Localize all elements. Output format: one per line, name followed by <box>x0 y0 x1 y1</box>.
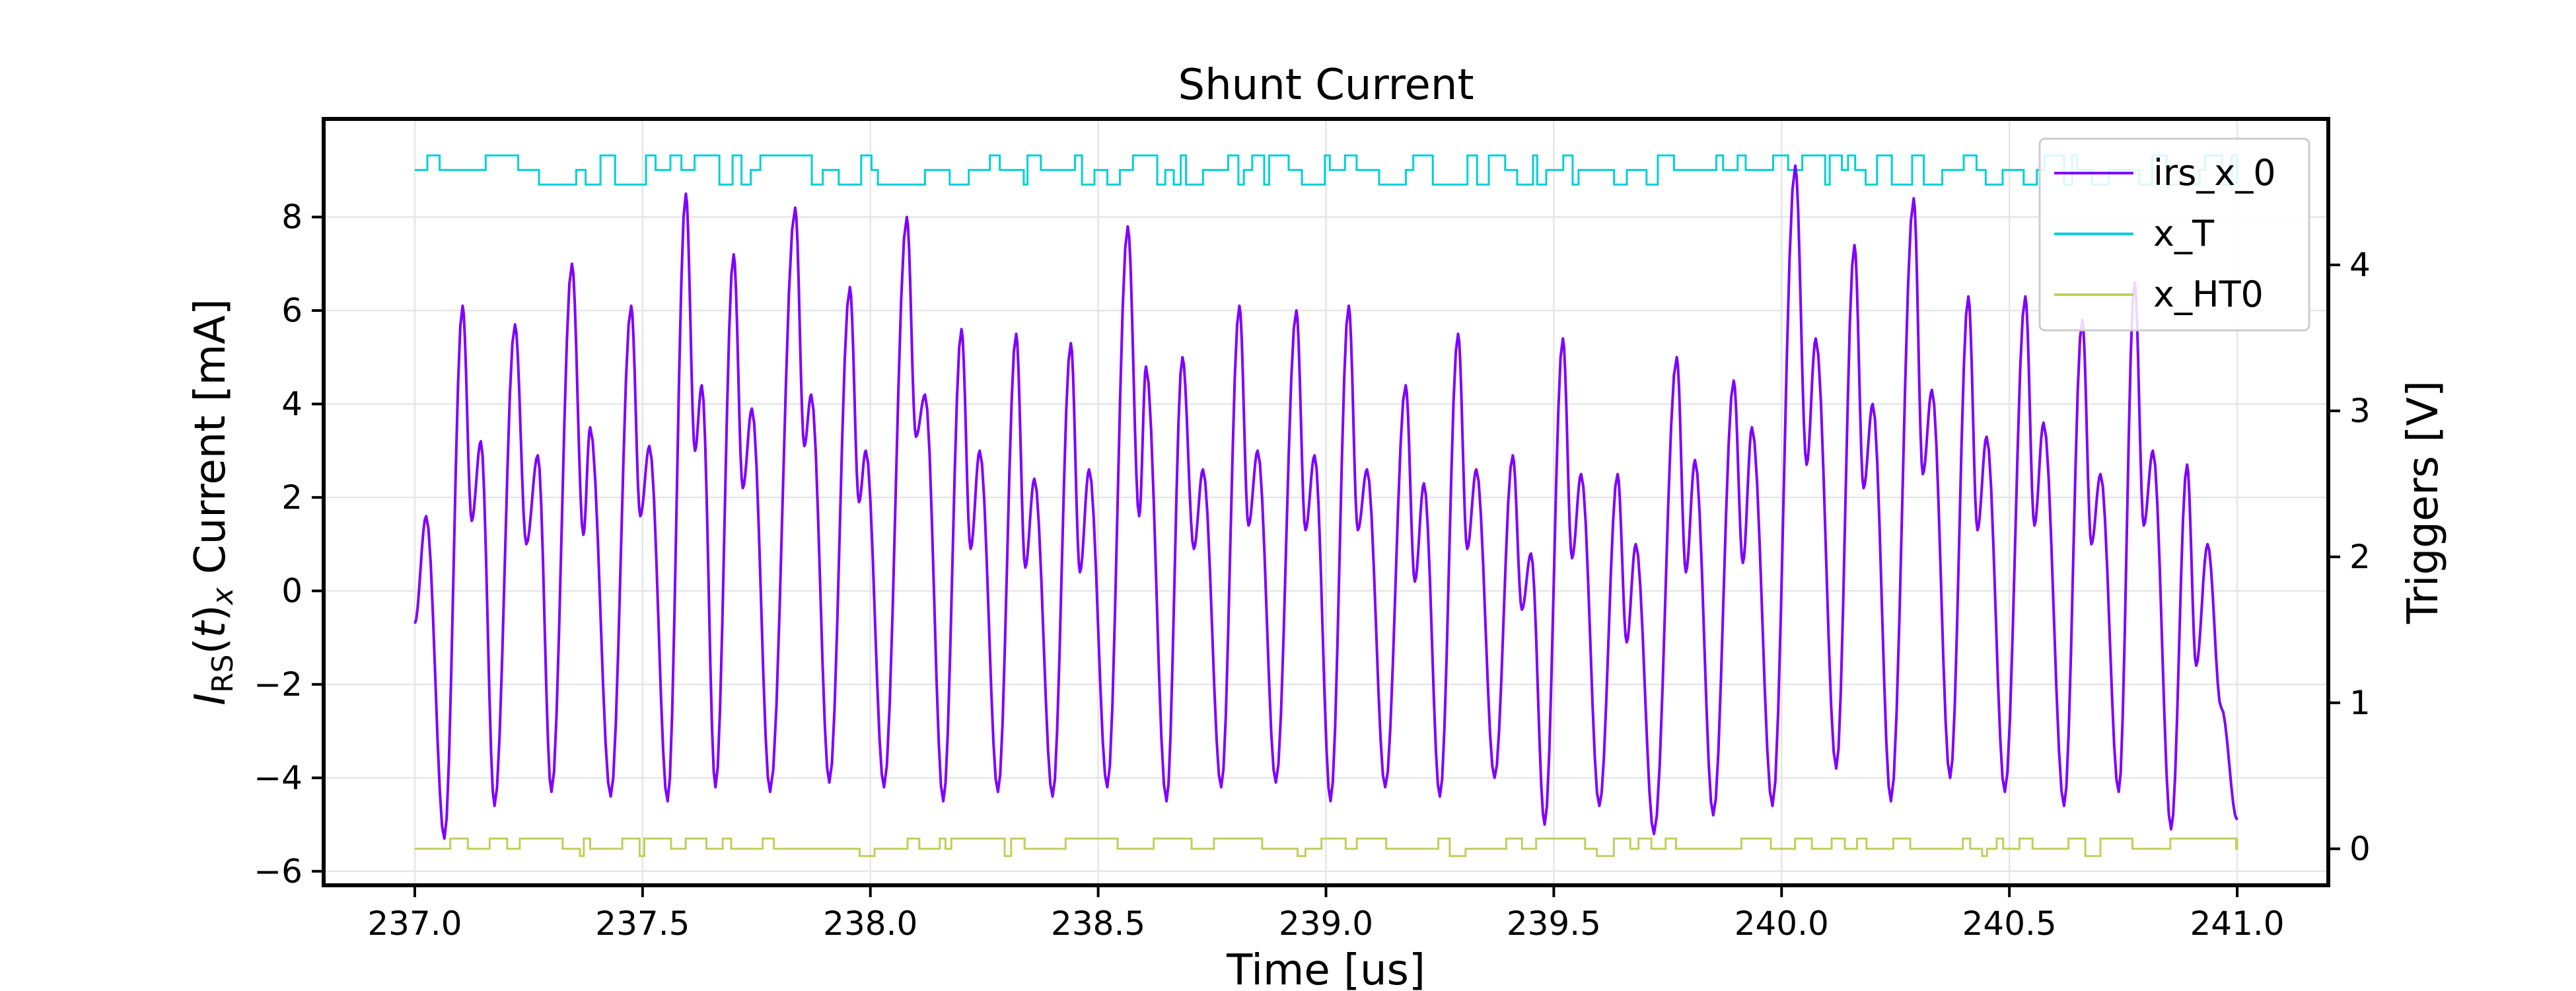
legend-label: x_T <box>2153 213 2215 254</box>
y-axis-title-subscript-x: x <box>206 587 240 606</box>
y2-axis-title: Triggers [V] <box>2399 381 2448 624</box>
y-tick-label: 0 <box>281 571 303 610</box>
y-axis-title-unit: Current [mA] <box>186 299 235 587</box>
grid <box>324 119 2328 885</box>
y2-axis-ticks: 0 1 2 3 4 <box>2328 246 2371 868</box>
y-tick-label: 2 <box>281 478 303 517</box>
x-tick-label: 237.0 <box>367 904 462 943</box>
current-series-layer <box>413 164 2238 840</box>
x-tick-label: 238.0 <box>823 904 917 943</box>
y-tick-label: −4 <box>254 758 303 797</box>
series-irs_x_0-line <box>413 164 2238 840</box>
legend: irs_x_0 x_T x_HT0 <box>2038 137 2310 332</box>
y-axis-title: IRS(t)x Current [mA] <box>186 299 240 706</box>
x-tick-label: 239.0 <box>1279 904 1373 943</box>
legend-items: irs_x_0 x_T x_HT0 <box>2054 152 2276 315</box>
x-axis-title: Time [us] <box>1226 946 1425 991</box>
y2-tick-label: 0 <box>2349 830 2371 868</box>
y2-tick-label: 2 <box>2349 538 2371 576</box>
x-tick-label: 237.5 <box>595 904 690 943</box>
legend-label: x_HT0 <box>2153 274 2264 315</box>
y-tick-label: 8 <box>281 198 303 237</box>
y2-tick-label: 4 <box>2349 246 2371 284</box>
legend-label: irs_x_0 <box>2153 152 2276 194</box>
y2-tick-label: 3 <box>2349 392 2371 430</box>
y-axis-title-variable: t <box>186 619 235 638</box>
x-tick-label: 239.5 <box>1507 904 1601 943</box>
series-x_T-line <box>415 154 2238 186</box>
x-tick-label: 241.0 <box>2190 904 2284 943</box>
y-tick-label: −6 <box>254 852 303 891</box>
series-x_HT0-line <box>415 837 2238 858</box>
y-axis-title-symbol: I <box>186 693 235 706</box>
y2-tick-label: 1 <box>2349 684 2371 722</box>
chart-title: Shunt Current <box>1178 61 1474 110</box>
y-tick-label: 4 <box>281 385 303 423</box>
x-axis-ticks: 237.0 237.5 238.0 238.5 239.0 239.5 240.0 240.5… <box>367 885 2285 943</box>
trigger-series-layer <box>415 154 2238 858</box>
x-tick-label: 240.0 <box>1735 904 1829 943</box>
y-axis-ticks: −6 −4 −2 0 2 4 6 8 <box>254 198 324 891</box>
y-axis-title-subscript: RS <box>206 654 240 693</box>
y-tick-label: −2 <box>254 665 303 704</box>
x-tick-label: 238.5 <box>1051 904 1145 943</box>
y-axis-title-paren-close: ) <box>186 605 235 621</box>
y-tick-label: 6 <box>281 291 303 330</box>
y-axis-title-paren-open: ( <box>186 638 235 654</box>
legend-box <box>2038 137 2310 332</box>
x-tick-label: 240.5 <box>1962 904 2057 943</box>
